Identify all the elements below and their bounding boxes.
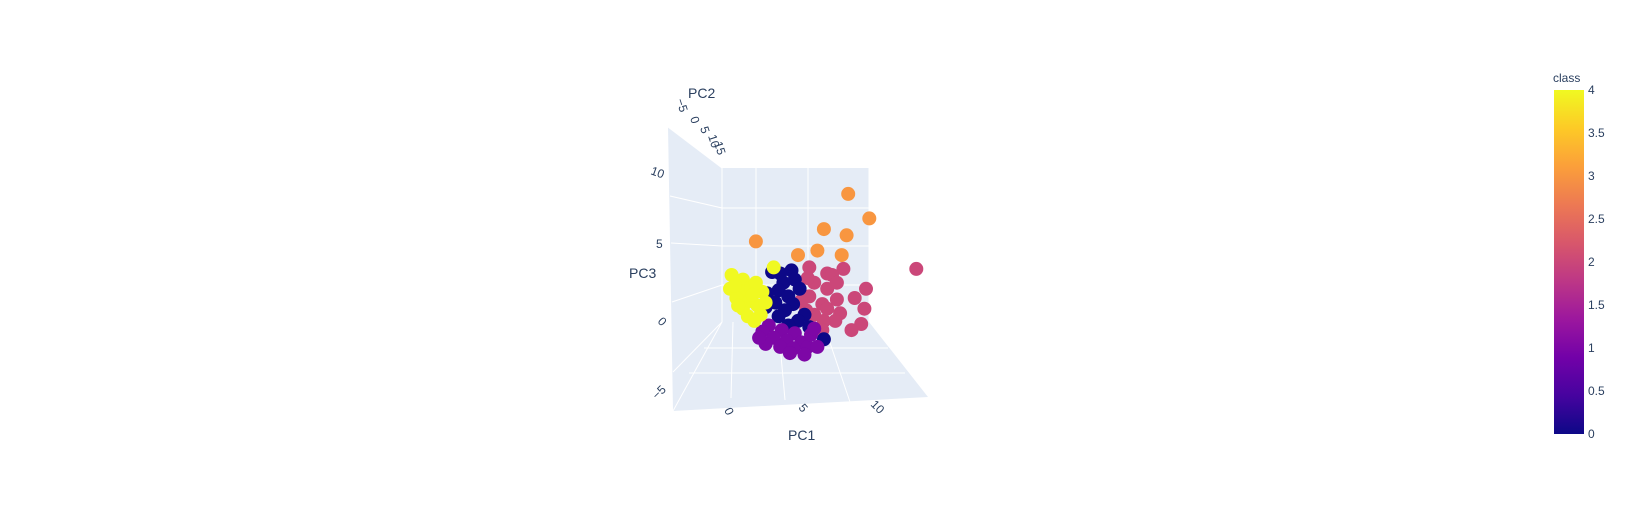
colorbar: class 0 0.5 1 1.5 2 2.5 3 3.5 4 [1553, 71, 1605, 441]
z-tick-label: 0 [655, 314, 670, 329]
data-point-class-2 [847, 291, 862, 305]
colorbar-gradient [1554, 90, 1584, 434]
data-point-class-4 [748, 275, 763, 290]
data-point-class-2 [828, 313, 843, 328]
side-wall [668, 127, 722, 411]
data-point-class-4 [727, 278, 742, 293]
data-point-class-2 [909, 261, 924, 276]
floor-plane [673, 322, 928, 411]
colorbar-title: class [1553, 71, 1580, 85]
data-point-class-0 [771, 309, 786, 324]
colorbar-ticks: 0 0.5 1 1.5 2 2.5 3 3.5 4 [1588, 83, 1605, 441]
data-point-class-1 [752, 330, 767, 345]
data-point-class-4 [766, 260, 781, 275]
data-point-class-2 [859, 281, 873, 296]
data-point-class-4 [724, 268, 739, 282]
gridline [671, 284, 723, 303]
gridline [667, 126, 723, 169]
data-point-class-4 [731, 298, 746, 313]
x-axis-title: PC1 [788, 427, 815, 443]
x-tick-label: 10 [868, 397, 888, 417]
y-tick-label: 10 [705, 133, 723, 150]
z-axis-title: PC3 [629, 265, 656, 281]
gridline [669, 195, 723, 209]
data-point-class-2 [800, 271, 815, 286]
data-point-class-3 [841, 186, 856, 201]
data-point-class-3 [839, 228, 854, 243]
gridline [672, 321, 723, 412]
data-point-class-0 [792, 281, 807, 296]
y-tick-label: 15 [711, 140, 729, 157]
data-point-class-4 [745, 287, 760, 302]
data-point-class-4 [758, 295, 773, 310]
colorbar-tick-label: 2.5 [1588, 212, 1605, 226]
y-tick-label: −5 [673, 97, 691, 115]
data-point-class-2 [857, 301, 872, 316]
data-point-class-1 [807, 321, 822, 336]
y-axis-title: PC2 [688, 85, 715, 101]
gridline [730, 321, 734, 399]
colorbar-tick-label: 1 [1588, 341, 1595, 355]
data-point-class-2 [829, 275, 844, 290]
colorbar-tick-label: 3 [1588, 169, 1595, 183]
data-point-class-3 [834, 248, 849, 263]
y-tick-label: 0 [687, 115, 702, 126]
data-points [723, 186, 924, 362]
colorbar-tick-label: 1.5 [1588, 298, 1605, 312]
data-point-class-2 [836, 261, 851, 276]
data-point-class-3 [748, 234, 763, 249]
data-point-class-3 [791, 248, 805, 263]
colorbar-tick-label: 4 [1588, 83, 1595, 97]
y-tick-label: 5 [697, 125, 712, 136]
z-tick-label: 5 [656, 237, 663, 251]
z-tick-label: −5 [649, 382, 669, 402]
colorbar-tick-label: 0 [1588, 427, 1595, 441]
z-tick-label: 10 [649, 164, 667, 182]
colorbar-tick-label: 0.5 [1588, 384, 1605, 398]
z-axis-ticks: −5 0 5 10 [649, 164, 670, 402]
data-point-class-3 [862, 211, 877, 226]
data-point-class-3 [816, 222, 831, 237]
colorbar-tick-label: 3.5 [1588, 126, 1605, 140]
data-point-class-2 [829, 292, 844, 307]
data-point-class-1 [797, 347, 812, 362]
data-point-class-3 [810, 243, 825, 258]
data-point-class-2 [844, 323, 859, 338]
colorbar-tick-label: 2 [1588, 255, 1595, 269]
gridline [672, 321, 723, 373]
data-point-class-2 [802, 260, 817, 275]
gridline [670, 242, 723, 247]
data-point-class-2 [820, 301, 835, 316]
y-axis-ticks: −5 0 5 10 15 [673, 97, 729, 157]
data-point-class-1 [782, 346, 797, 361]
data-point-class-4 [747, 313, 762, 328]
data-point-class-1 [810, 339, 825, 354]
